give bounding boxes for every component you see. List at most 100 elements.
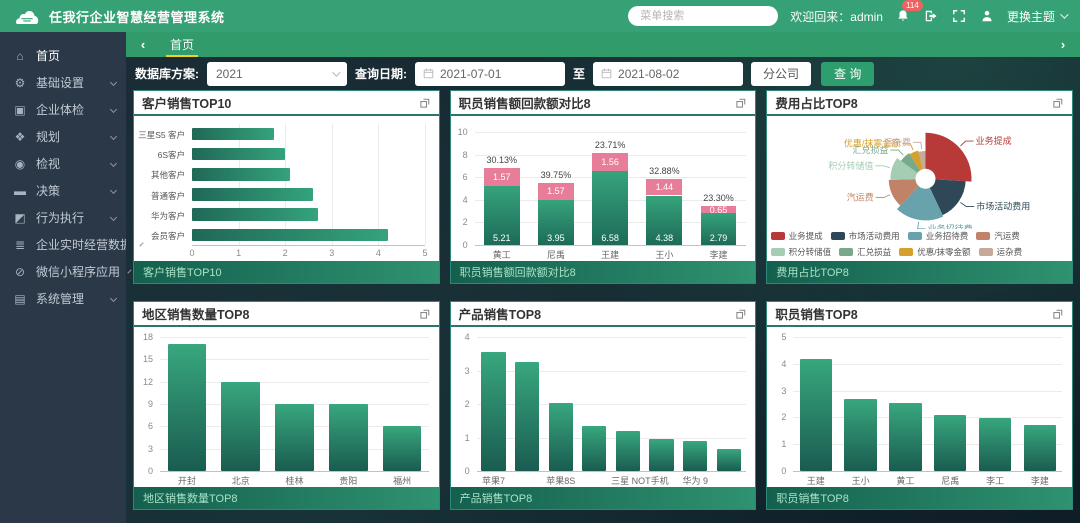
main-area: ‹ 首页 › 数据库方案: 2021 查询日期: 至 <box>126 32 1080 523</box>
panel-staff-sales-vs-receipts: 职员销售额回款额对比8 0 2 4 6 8 10 5.21 1.57 30.13% 黄工 3.95 1… <box>449 90 757 284</box>
panel-title: 职员销售TOP8 <box>775 308 858 322</box>
sidebar-item-decision[interactable]: ▬ 决策 <box>0 177 126 204</box>
legend-item[interactable]: 市场活动费用 <box>830 230 900 242</box>
date-to-input[interactable] <box>618 66 736 81</box>
sidebar-item-system-admin[interactable]: ▤ 系统管理 <box>0 285 126 312</box>
inspect-icon: ◉ <box>14 156 26 171</box>
panel-footer: 产品销售TOP8 <box>450 487 756 509</box>
tab-scroll-right-icon[interactable]: › <box>1060 37 1066 52</box>
panel-customer-sales: 客户销售TOP10 0 1 2 3 4 5 三星S5 客户 6S客户 其他客户 普通客户 华为客户会… <box>133 90 440 284</box>
panel-footer: 费用占比TOP8 <box>767 261 1072 283</box>
tab-bar: ‹ 首页 › <box>126 32 1080 57</box>
expand-icon[interactable] <box>1052 97 1064 109</box>
chevron-down-icon <box>109 186 118 195</box>
chart-product-sales[interactable]: 0 1 2 3 4 苹果7 苹果8S 三星 NOT手机 华为 9 <box>451 327 756 487</box>
sidebar-item-company-checkup[interactable]: ▣ 企业体检 <box>0 96 126 123</box>
tab-scroll-left-icon[interactable]: ‹ <box>140 37 146 52</box>
theme-switch-label: 更换主题 <box>1006 9 1055 24</box>
chart-customer-sales[interactable]: 0 1 2 3 4 5 三星S5 客户 6S客户 其他客户 普通客户 华为客户 会员客户 <box>134 116 439 261</box>
chart-region-sales-qty[interactable]: 0 3 6 9 12 15 18 开封 北京 桂林 贵阳 福州 <box>134 327 439 487</box>
chevron-down-icon <box>109 78 118 87</box>
svg-text:运杂费: 运杂费 <box>884 136 911 147</box>
logout-icon[interactable] <box>923 8 939 24</box>
decision-icon: ▬ <box>14 183 26 198</box>
db-scheme-label: 数据库方案: <box>135 67 199 81</box>
legend-item[interactable]: 运杂费 <box>978 246 1022 258</box>
sidebar-item-realtime-data[interactable]: ≣ 企业实时经营数据 <box>0 231 144 258</box>
legend-item[interactable]: 业务招待费 <box>907 230 968 242</box>
top-header: 任我行企业智慧经营管理系统 欢迎回来：admin 114 更换主题 <box>0 0 1080 32</box>
planning-icon: ❖ <box>14 129 26 144</box>
sidebar-item-inspect[interactable]: ◉ 检视 <box>0 150 126 177</box>
panel-footer: 客户销售TOP10 <box>134 261 439 283</box>
legend-item[interactable]: 积分转储值 <box>770 246 831 258</box>
cloud-icon <box>14 8 40 25</box>
sidebar-item-wechat-miniapp[interactable]: ⊘ 微信小程序应用 <box>0 258 132 285</box>
svg-text:优惠/抹零金额: 优惠/抹零金额 <box>844 138 901 149</box>
chevron-down-icon <box>109 213 118 222</box>
panel-footer: 地区销售数量TOP8 <box>134 487 439 509</box>
notification-badge: 114 <box>901 0 923 11</box>
wechat-miniapp-icon: ⊘ <box>14 264 26 279</box>
chevron-down-icon <box>332 67 341 77</box>
date-from-field <box>415 61 565 86</box>
sidebar-item-execution[interactable]: ◩ 行为执行 <box>0 204 126 231</box>
chevron-down-icon <box>109 105 118 114</box>
svg-text:市场活动费用: 市场活动费用 <box>977 200 1031 211</box>
panel-staff-sales: 职员销售TOP8 0 1 2 3 4 5 王建 王小 黄工 尼禹 李工 李建 职员销售TOP8 <box>766 301 1073 510</box>
legend-item[interactable]: 优惠/抹零金额 <box>899 246 971 258</box>
date-from-input[interactable] <box>440 66 557 81</box>
system-admin-icon: ▤ <box>14 291 26 306</box>
bell-icon[interactable]: 114 <box>895 0 923 24</box>
legend-item[interactable]: 汽运费 <box>976 230 1020 242</box>
theme-switcher[interactable]: 更换主题 <box>1006 8 1069 25</box>
chart-staff-sales[interactable]: 0 1 2 3 4 5 王建 王小 黄工 尼禹 李工 李建 <box>767 327 1072 487</box>
query-button[interactable]: 查 询 <box>821 61 875 86</box>
app-title: 任我行企业智慧经营管理系统 <box>49 9 225 25</box>
expand-icon[interactable] <box>419 308 431 320</box>
expand-icon[interactable] <box>419 97 431 109</box>
chevron-down-icon <box>109 132 118 141</box>
to-label: 至 <box>573 67 586 81</box>
tab-home[interactable]: 首页 <box>166 33 199 57</box>
calendar-icon <box>601 68 612 79</box>
svg-text:汇兑损益: 汇兑损益 <box>853 144 889 155</box>
calendar-icon <box>423 68 434 79</box>
dashboard-grid: 客户销售TOP10 0 1 2 3 4 5 三星S5 客户 6S客户 其他客户 普通客户 华为客户会… <box>126 90 1080 510</box>
execution-icon: ◩ <box>14 210 26 225</box>
svg-text:业务提成: 业务提成 <box>976 135 1012 146</box>
home-icon: ⌂ <box>16 48 24 63</box>
chevron-down-icon <box>109 294 118 303</box>
health-check-icon: ▣ <box>14 102 26 117</box>
sidebar-item-home[interactable]: ⌂ 首页 <box>0 42 126 69</box>
expand-icon[interactable] <box>735 308 747 320</box>
sidebar-item-basic-settings[interactable]: ⚙ 基础设置 <box>0 69 126 96</box>
chevron-down-icon <box>1060 10 1069 19</box>
chart-staff-sales-vs-receipts[interactable]: 0 2 4 6 8 10 5.21 1.57 30.13% 黄工 3.95 1.57 39.75% 尼禹 6… <box>451 116 756 261</box>
legend-item[interactable]: 汇兑损益 <box>839 246 891 258</box>
svg-text:业务招待费: 业务招待费 <box>928 223 973 229</box>
realtime-data-icon: ≣ <box>14 237 26 252</box>
chart-expense-share[interactable]: 业务提成 市场活动费用 业务招待费 汽运费 积分转储值 汇兑损益 优惠/抹零金额 运杂费 业务提… <box>767 116 1072 261</box>
query-date-label: 查询日期: <box>355 67 407 81</box>
expand-icon[interactable] <box>1052 308 1064 320</box>
panel-product-sales: 产品销售TOP8 0 1 2 3 4 苹果7 苹果8S 三星 NOT手机 华为 9 产品销售TO… <box>449 301 757 510</box>
panel-expense-share: 费用占比TOP8 业务提成 市场活动费用 业务招待费 汽运费 积分转储值 汇兑损益 优惠/抹… <box>766 90 1073 284</box>
legend-item[interactable]: 业务提成 <box>770 230 823 242</box>
settings-gear-icon: ⚙ <box>14 75 26 90</box>
branch-button[interactable]: 分公司 <box>751 61 812 86</box>
fullscreen-icon[interactable] <box>951 8 967 24</box>
sidebar-item-planning[interactable]: ❖ 规划 <box>0 123 126 150</box>
panel-title: 产品销售TOP8 <box>458 308 542 322</box>
menu-search-input[interactable] <box>628 6 779 26</box>
panel-region-sales-qty: 地区销售数量TOP8 0 3 6 9 12 15 18 开封 北京 桂林 贵阳 福州 地区销售数量TO… <box>133 301 440 510</box>
chevron-down-icon <box>109 159 118 168</box>
panel-footer: 职员销售TOP8 <box>767 487 1072 509</box>
user-icon[interactable] <box>979 8 995 24</box>
svg-text:积分转储值: 积分转储值 <box>829 160 874 171</box>
date-to-field <box>593 61 744 86</box>
db-scheme-select[interactable]: 2021 <box>207 61 347 86</box>
panel-title: 地区销售数量TOP8 <box>142 308 250 322</box>
expand-icon[interactable] <box>735 97 747 109</box>
